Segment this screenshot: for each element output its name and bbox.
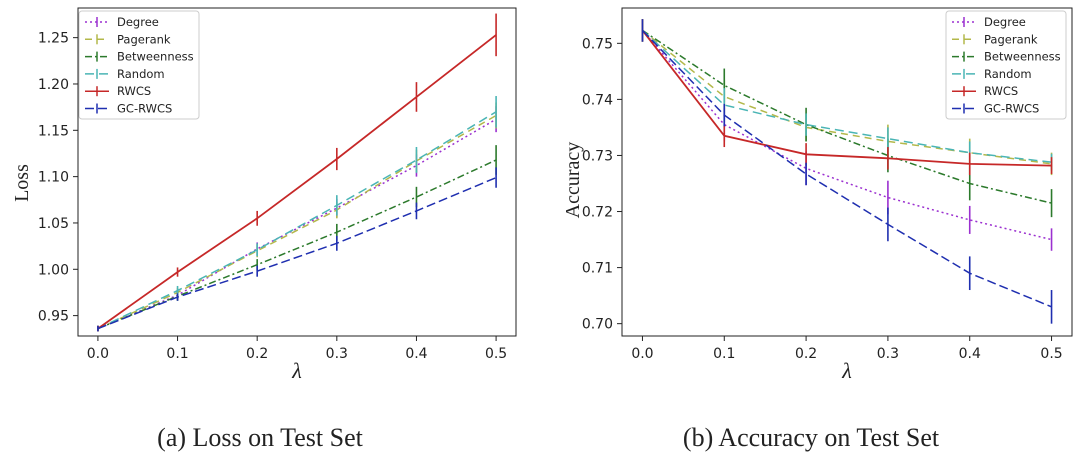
x-tick-label: 0.3: [326, 346, 348, 362]
legend-label-pagerank: Pagerank: [984, 32, 1038, 46]
x-tick-label: 0.2: [246, 346, 268, 362]
y-tick-label: 1.20: [38, 77, 69, 93]
series-line-betweenness: [642, 29, 1052, 204]
x-tick-label: 0.0: [631, 346, 653, 362]
y-tick-label: 0.72: [582, 205, 613, 221]
y-tick-label: 1.00: [38, 262, 69, 278]
y-axis-label: Loss: [11, 164, 33, 202]
x-tick-label: 0.3: [877, 346, 899, 362]
plot-frame: [621, 7, 1073, 337]
series-line-pagerank: [642, 29, 1052, 165]
legend-label-gc-rwcs: GC-RWCS: [984, 102, 1039, 116]
y-tick-label: 1.15: [38, 123, 69, 139]
x-tick-label: 0.4: [959, 346, 981, 362]
x-tick-label: 0.1: [166, 346, 188, 362]
series-line-rwcs: [641, 29, 1052, 167]
panel-loss-chart: 0.0 0.1 0.2 0.3 0.4 0.5 0.95 1.00 1.05 1.10 1.15 1.…: [11, 7, 517, 452]
y-tick-label: 0.73: [582, 148, 613, 164]
legend-label-degree: Degree: [984, 15, 1026, 29]
series-line-random: [641, 29, 1052, 163]
x-axis-label: λ: [841, 358, 852, 383]
x-tick-label: 0.0: [87, 346, 109, 362]
figure-caption: (a) Loss on Test Set: [157, 423, 363, 452]
series-line-gc-rwcs: [97, 176, 497, 330]
panel-accuracy-chart: 0.0 0.1 0.2 0.3 0.4 0.5 0.70 0.71 0.72 0.73 0.74 0.…: [562, 7, 1073, 452]
x-tick-label: 0.2: [795, 346, 817, 362]
legend-label-gc-rwcs: GC-RWCS: [117, 102, 172, 116]
x-tick-label: 0.4: [405, 346, 427, 362]
plot-frame: [77, 7, 517, 337]
y-tick-label: 0.70: [582, 317, 613, 333]
y-tick-label: 0.71: [582, 261, 613, 277]
series-line-gc-rwcs: [641, 29, 1052, 308]
y-tick-label: 1.25: [38, 31, 69, 47]
series-line-rwcs: [97, 34, 497, 330]
legend-box: [78, 10, 200, 120]
series-line-betweenness: [97, 159, 497, 330]
y-tick-label: 1.05: [38, 216, 69, 232]
series-line-random: [97, 111, 497, 330]
legend-label-rwcs: RWCS: [117, 84, 151, 98]
series-line-degree: [97, 118, 497, 330]
x-tick-label: 0.1: [713, 346, 735, 362]
series-line-degree: [641, 29, 1052, 241]
figure-caption: (b) Accuracy on Test Set: [683, 423, 940, 452]
legend-label-random: Random: [984, 67, 1032, 81]
legend-box: [945, 10, 1067, 120]
legend-label-pagerank: Pagerank: [117, 32, 171, 46]
series-line-pagerank: [97, 114, 497, 330]
y-tick-label: 1.10: [38, 170, 69, 186]
x-tick-label: 0.5: [485, 346, 507, 362]
y-tick-label: 0.74: [582, 92, 613, 108]
legend-label-betweenness: Betweenness: [984, 50, 1061, 64]
legend-label-degree: Degree: [117, 15, 159, 29]
legend-label-rwcs: RWCS: [984, 84, 1018, 98]
x-tick-label: 0.5: [1040, 346, 1062, 362]
y-tick-label: 0.95: [38, 309, 69, 325]
y-tick-label: 0.75: [582, 36, 613, 52]
legend-label-random: Random: [117, 67, 165, 81]
y-axis-label: Accuracy: [562, 142, 584, 219]
x-axis-label: λ: [291, 358, 302, 383]
legend-label-betweenness: Betweenness: [117, 50, 194, 64]
